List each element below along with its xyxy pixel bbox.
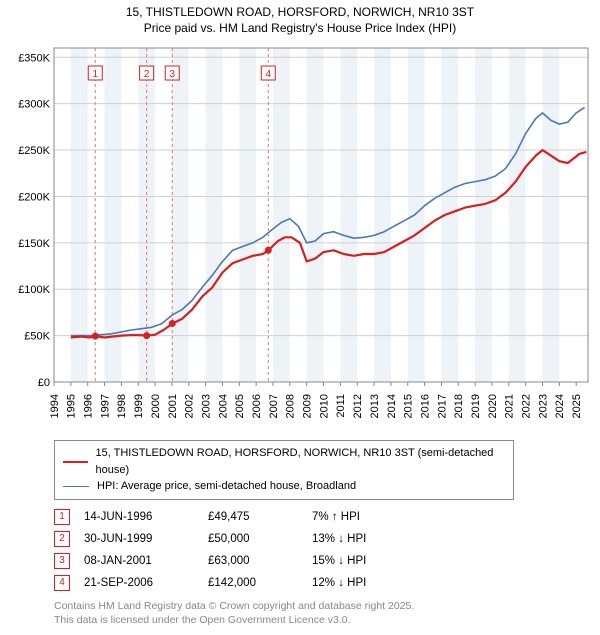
svg-text:2002: 2002 (184, 394, 196, 418)
svg-text:2007: 2007 (268, 394, 280, 418)
svg-text:2015: 2015 (403, 394, 415, 418)
sale-hpi: 12% ↓ HPI (312, 577, 402, 589)
svg-text:2023: 2023 (537, 394, 549, 418)
svg-text:2012: 2012 (352, 394, 364, 418)
sale-date: 30-JUN-1999 (84, 533, 194, 545)
sale-marker: 1 (54, 509, 70, 525)
attribution: Contains HM Land Registry data © Crown c… (54, 600, 592, 627)
svg-text:2019: 2019 (470, 394, 482, 418)
svg-text:1994: 1994 (49, 394, 61, 418)
title-line-2: Price paid vs. HM Land Registry's House … (8, 20, 592, 36)
sales-row: 1 14-JUN-1996 £49,475 7% ↑ HPI (54, 506, 592, 528)
svg-text:2003: 2003 (200, 394, 212, 418)
svg-text:1996: 1996 (83, 394, 95, 418)
sales-row: 3 08-JAN-2001 £63,000 15% ↓ HPI (54, 550, 592, 572)
svg-text:2: 2 (144, 69, 150, 80)
svg-text:£200K: £200K (18, 192, 50, 204)
sale-marker: 4 (54, 575, 70, 591)
svg-text:£250K: £250K (18, 145, 50, 157)
svg-text:2014: 2014 (386, 394, 398, 418)
svg-text:£50K: £50K (24, 331, 50, 343)
legend-swatch (63, 461, 88, 463)
legend-label: HPI: Average price, semi-detached house,… (97, 478, 356, 495)
svg-text:£100K: £100K (18, 285, 50, 297)
svg-text:2006: 2006 (251, 394, 263, 418)
svg-text:2008: 2008 (285, 394, 297, 418)
legend-item: HPI: Average price, semi-detached house,… (63, 478, 505, 495)
sale-price: £63,000 (208, 555, 298, 567)
svg-text:2009: 2009 (302, 394, 314, 418)
svg-text:3: 3 (169, 69, 175, 80)
legend-item: 15, THISTLEDOWN ROAD, HORSFORD, NORWICH,… (63, 445, 505, 478)
svg-text:1998: 1998 (116, 394, 128, 418)
svg-text:2022: 2022 (521, 394, 533, 418)
chart-title: 15, THISTLEDOWN ROAD, HORSFORD, NORWICH,… (8, 4, 592, 36)
chart-svg: £0 £50K £100K £150K £200K £250K £300K £350K 1 2 3 4… (8, 42, 592, 432)
sale-hpi: 15% ↓ HPI (312, 555, 402, 567)
svg-text:2013: 2013 (369, 394, 381, 418)
svg-text:1: 1 (92, 69, 98, 80)
sale-marker: 2 (54, 531, 70, 547)
svg-text:4: 4 (265, 69, 271, 80)
attribution-line-1: Contains HM Land Registry data © Crown c… (54, 600, 592, 614)
svg-text:£0: £0 (38, 377, 50, 389)
chart-plot: £0 £50K £100K £150K £200K £250K £300K £350K 1 2 3 4… (8, 42, 592, 432)
svg-text:2024: 2024 (554, 394, 566, 418)
svg-text:2011: 2011 (335, 394, 347, 418)
svg-text:1995: 1995 (66, 394, 78, 418)
title-line-1: 15, THISTLEDOWN ROAD, HORSFORD, NORWICH,… (8, 4, 592, 20)
legend-swatch (63, 486, 89, 487)
svg-text:£150K: £150K (18, 238, 50, 250)
sales-table: 1 14-JUN-1996 £49,475 7% ↑ HPI 2 30-JUN-1999 £… (54, 506, 592, 594)
svg-text:2000: 2000 (150, 394, 162, 418)
svg-text:2010: 2010 (318, 394, 330, 418)
legend-label: 15, THISTLEDOWN ROAD, HORSFORD, NORWICH,… (96, 445, 506, 478)
sale-date: 08-JAN-2001 (84, 555, 194, 567)
svg-text:2018: 2018 (453, 394, 465, 418)
svg-text:1999: 1999 (133, 394, 145, 418)
svg-text:2005: 2005 (234, 394, 246, 418)
sale-price: £142,000 (208, 577, 298, 589)
sales-row: 2 30-JUN-1999 £50,000 13% ↓ HPI (54, 528, 592, 550)
svg-text:2004: 2004 (217, 394, 229, 418)
svg-text:1997: 1997 (99, 394, 111, 418)
sale-hpi: 13% ↓ HPI (312, 533, 402, 545)
sale-date: 21-SEP-2006 (84, 577, 194, 589)
sales-row: 4 21-SEP-2006 £142,000 12% ↓ HPI (54, 572, 592, 594)
sale-price: £50,000 (208, 533, 298, 545)
svg-text:2021: 2021 (504, 394, 516, 418)
svg-text:2020: 2020 (487, 394, 499, 418)
svg-text:2001: 2001 (167, 394, 179, 418)
sale-price: £49,475 (208, 511, 298, 523)
attribution-line-2: This data is licensed under the Open Gov… (54, 614, 592, 628)
svg-text:2025: 2025 (571, 394, 583, 418)
svg-text:2016: 2016 (419, 394, 431, 418)
sale-marker: 3 (54, 553, 70, 569)
legend: 15, THISTLEDOWN ROAD, HORSFORD, NORWICH,… (54, 440, 514, 500)
svg-text:2017: 2017 (436, 394, 448, 418)
svg-text:£300K: £300K (18, 99, 50, 111)
sale-hpi: 7% ↑ HPI (312, 511, 402, 523)
sale-date: 14-JUN-1996 (84, 511, 194, 523)
chart-container: 15, THISTLEDOWN ROAD, HORSFORD, NORWICH,… (0, 0, 600, 635)
svg-text:£350K: £350K (18, 53, 50, 65)
